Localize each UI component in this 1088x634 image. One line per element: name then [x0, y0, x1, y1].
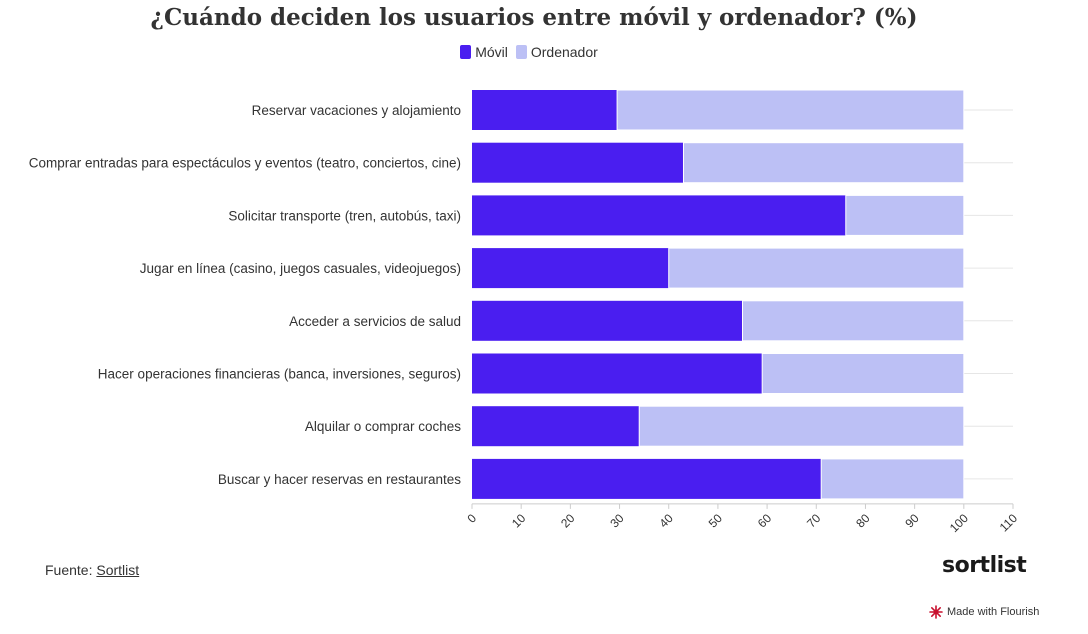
- category-label: Alquilar o comprar coches: [305, 419, 461, 434]
- legend-label-movil: Móvil: [475, 44, 508, 60]
- x-tick-label: 60: [755, 511, 775, 531]
- category-label: Acceder a servicios de salud: [289, 314, 461, 329]
- made-with-flourish-label: Made with Flourish: [947, 606, 1040, 618]
- chart-legend: Móvil Ordenador: [0, 44, 1058, 60]
- bar-movil: [472, 300, 743, 341]
- category-label: Jugar en línea (casino, juegos casuales,…: [140, 261, 461, 276]
- sortlist-logo: sortlist: [942, 553, 1027, 578]
- x-tick-label: 100: [947, 511, 971, 535]
- bar-movil: [472, 406, 640, 447]
- bar-ordenador: [616, 89, 965, 131]
- category-label: Reservar vacaciones y alojamiento: [252, 103, 461, 118]
- x-tick-label: 80: [853, 511, 873, 531]
- legend-swatch-ordenador: [515, 45, 527, 59]
- bar-movil: [472, 195, 846, 236]
- bar-movil: [472, 142, 684, 183]
- category-label: Hacer operaciones financieras (banca, in…: [98, 367, 461, 382]
- legend-item-movil[interactable]: Móvil: [460, 44, 508, 60]
- x-tick-label: 90: [902, 511, 922, 531]
- x-tick-label: 10: [509, 511, 529, 531]
- legend-item-ordenador[interactable]: Ordenador: [515, 44, 598, 60]
- category-label: Solicitar transporte (tren, autobús, tax…: [228, 208, 461, 223]
- bar-ordenador: [668, 247, 965, 289]
- source-note: Fuente: Sortlist: [45, 562, 139, 578]
- category-label: Comprar entradas para espectáculos y eve…: [29, 156, 461, 171]
- source-link[interactable]: Sortlist: [96, 562, 140, 578]
- source-prefix: Fuente:: [45, 562, 97, 578]
- x-tick-label: 20: [558, 511, 578, 531]
- x-tick-label: 70: [804, 511, 824, 531]
- flourish-icon: [929, 605, 943, 619]
- legend-swatch-movil: [460, 45, 472, 59]
- bar-movil: [472, 248, 669, 289]
- x-tick-label: 40: [657, 511, 677, 531]
- legend-label-ordenador: Ordenador: [530, 44, 598, 60]
- x-tick-label: 50: [706, 511, 726, 531]
- bar-movil: [472, 458, 822, 499]
- x-tick-label: 0: [464, 511, 479, 526]
- bar-ordenador: [845, 194, 965, 236]
- bar-ordenador: [742, 300, 965, 342]
- chart-title: ¿Cuándo deciden los usuarios entre móvil…: [150, 4, 918, 31]
- bar-ordenador: [638, 405, 965, 447]
- bar-ordenador: [682, 142, 965, 184]
- bar-ordenador: [820, 458, 965, 500]
- made-with-flourish-badge[interactable]: Made with Flourish: [929, 605, 1039, 619]
- x-tick-label: 30: [607, 511, 627, 531]
- category-label: Buscar y hacer reservas en restaurantes: [218, 472, 461, 487]
- bar-movil: [472, 90, 618, 130]
- x-tick-label: 110: [997, 511, 1021, 535]
- bar-movil: [472, 353, 763, 394]
- bar-ordenador: [761, 353, 965, 394]
